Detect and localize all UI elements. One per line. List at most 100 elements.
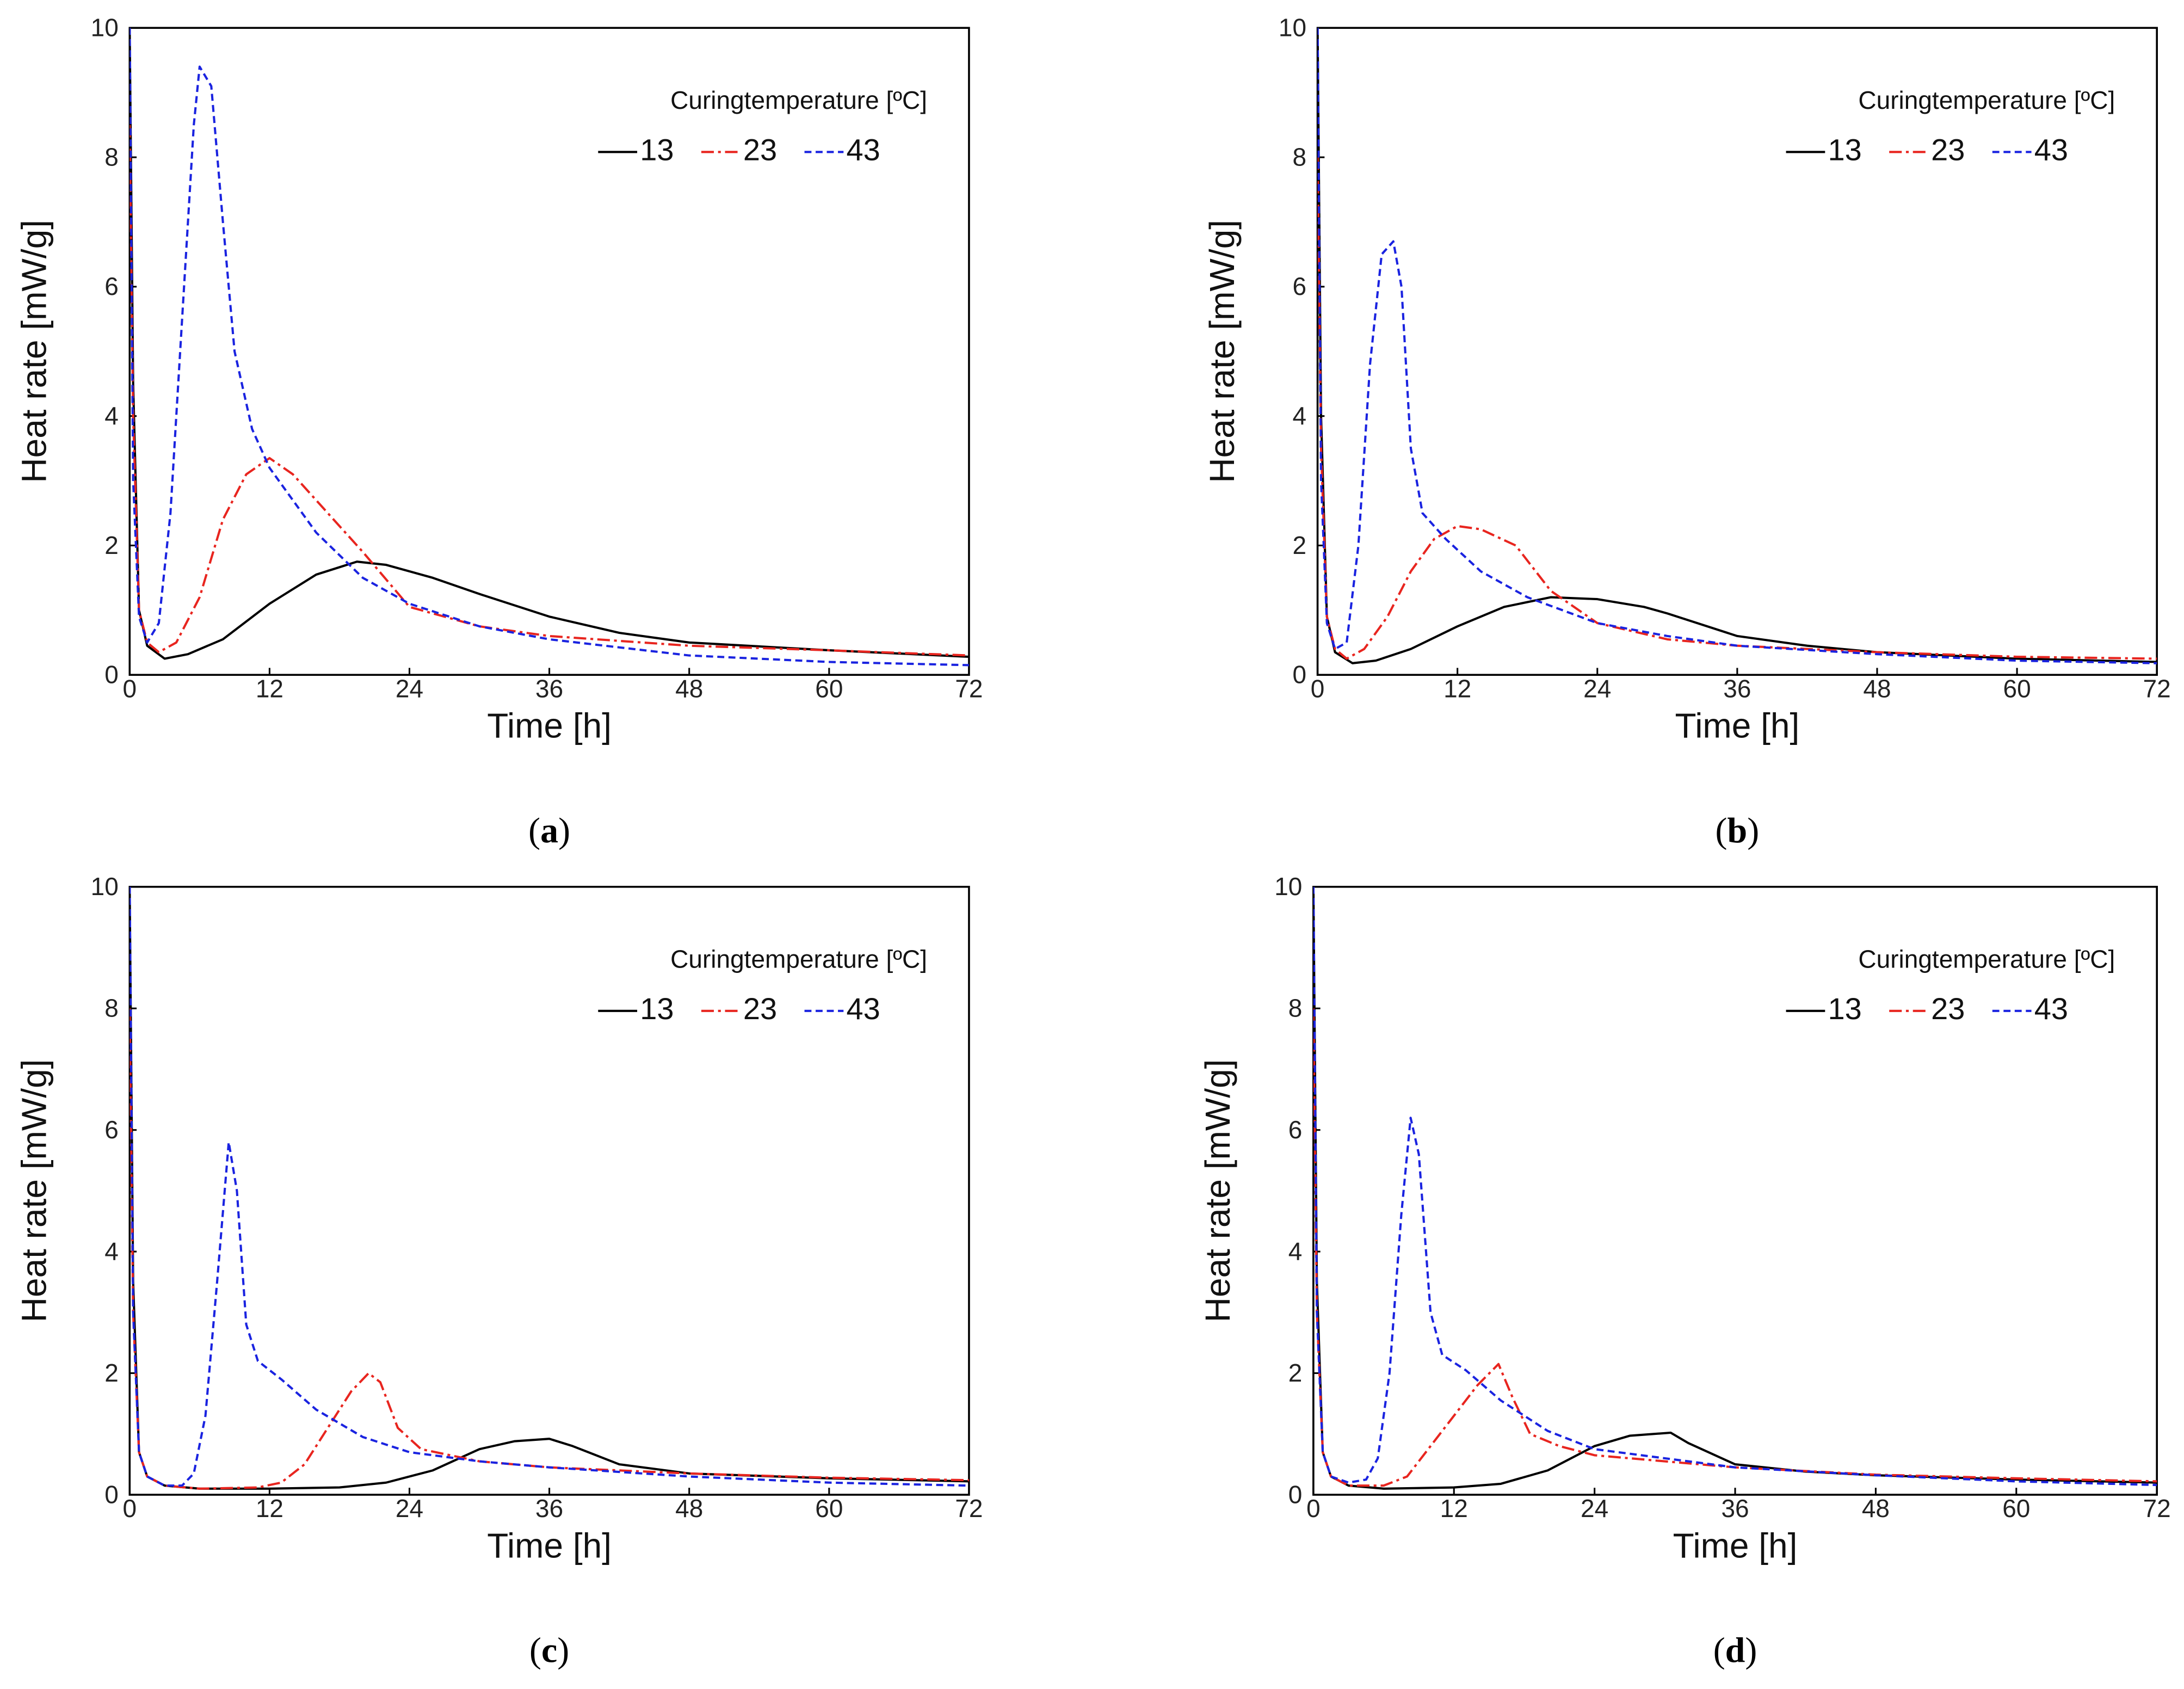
legend-label-23: 23 xyxy=(743,991,777,1026)
x-tick-label: 24 xyxy=(396,1494,423,1522)
x-tick-label: 48 xyxy=(675,1494,703,1522)
x-tick-label: 36 xyxy=(1721,1494,1749,1522)
x-tick-label: 12 xyxy=(1443,674,1471,702)
x-tick-label: 60 xyxy=(2003,674,2031,702)
x-tick-label: 36 xyxy=(535,674,563,702)
y-tick-label: 4 xyxy=(1288,1237,1303,1265)
y-tick-label: 0 xyxy=(1288,1480,1303,1508)
plot-area-frame xyxy=(128,885,970,1496)
x-tick-label: 0 xyxy=(1311,674,1325,702)
legend-title: Curingtemperature [ºC] xyxy=(1858,86,2115,114)
legend-title: Curingtemperature [ºC] xyxy=(1858,945,2115,973)
y-tick-label: 4 xyxy=(1292,402,1306,430)
series-line-23 xyxy=(129,1008,969,1490)
panel-caption: (a) xyxy=(528,811,570,850)
x-tick-label: 72 xyxy=(2143,674,2171,702)
y-tick-label: 0 xyxy=(1292,661,1306,689)
x-tick-label: 72 xyxy=(955,1494,983,1522)
legend-label-23: 23 xyxy=(1931,991,1965,1026)
y-tick-label: 6 xyxy=(1292,272,1306,300)
legend-label-43: 43 xyxy=(2034,991,2068,1026)
x-tick-label: 60 xyxy=(815,674,843,702)
x-tick-label: 48 xyxy=(675,674,703,702)
y-tick-label: 6 xyxy=(1288,1115,1303,1144)
legend-label-13: 13 xyxy=(1828,133,1861,167)
y-tick-label: 2 xyxy=(104,1359,119,1387)
x-tick-label: 60 xyxy=(2002,1494,2030,1522)
legend-label-43: 43 xyxy=(846,133,880,167)
y-tick-label: 2 xyxy=(1288,1359,1303,1387)
y-tick-label: 2 xyxy=(1292,531,1306,559)
y-axis-label: Heat rate [mW/g] xyxy=(15,1059,54,1323)
series-line-13 xyxy=(1313,886,2157,1490)
x-tick-label: 36 xyxy=(535,1494,563,1522)
plot-area-frame xyxy=(1312,885,2158,1496)
x-axis-label: Time [h] xyxy=(487,1526,612,1565)
x-axis-label: Time [h] xyxy=(1675,706,1799,745)
legend-label-13: 13 xyxy=(640,991,674,1026)
y-tick-label: 2 xyxy=(104,531,119,559)
x-tick-label: 24 xyxy=(1583,674,1611,702)
y-tick-label: 8 xyxy=(104,143,119,171)
y-axis-label: Heat rate [mW/g] xyxy=(15,220,54,483)
x-tick-label: 48 xyxy=(1862,1494,1890,1522)
y-tick-label: 6 xyxy=(104,272,119,300)
y-tick-label: 10 xyxy=(91,14,119,42)
panel-caption: (d) xyxy=(1713,1631,1757,1670)
legend-title: Curingtemperature [ºC] xyxy=(670,945,927,973)
x-tick-label: 72 xyxy=(2143,1494,2171,1522)
x-tick-label: 0 xyxy=(123,674,137,702)
y-tick-label: 4 xyxy=(104,402,119,430)
series-line-23 xyxy=(1317,157,2157,660)
y-tick-label: 0 xyxy=(104,1480,119,1508)
x-tick-label: 0 xyxy=(123,1494,137,1522)
legend-title: Curingtemperature [ºC] xyxy=(670,86,927,114)
x-tick-label: 12 xyxy=(256,1494,283,1522)
y-tick-label: 10 xyxy=(1279,14,1306,42)
x-tick-label: 24 xyxy=(396,674,423,702)
series-line-43 xyxy=(129,886,969,1487)
series-line-13 xyxy=(129,28,969,660)
x-axis-label: Time [h] xyxy=(1673,1526,1798,1565)
legend-label-13: 13 xyxy=(640,133,674,167)
legend-label-43: 43 xyxy=(846,991,880,1026)
y-tick-label: 8 xyxy=(1288,994,1303,1022)
legend-label-43: 43 xyxy=(2034,133,2068,167)
y-tick-label: 0 xyxy=(104,661,119,689)
x-tick-label: 36 xyxy=(1723,674,1751,702)
x-tick-label: 12 xyxy=(1440,1494,1468,1522)
series-line-13 xyxy=(129,886,969,1490)
x-tick-label: 0 xyxy=(1306,1494,1321,1522)
series-line-23 xyxy=(129,125,969,657)
x-tick-label: 24 xyxy=(1581,1494,1608,1522)
y-tick-label: 10 xyxy=(1274,872,1302,901)
series-line-23 xyxy=(1313,1008,2157,1487)
series-line-13 xyxy=(1317,28,2157,664)
series-line-43 xyxy=(129,28,969,667)
plot-area-frame xyxy=(128,27,970,676)
y-tick-label: 8 xyxy=(104,994,119,1022)
series-line-43 xyxy=(1317,28,2157,664)
x-axis-label: Time [h] xyxy=(487,706,612,745)
x-tick-label: 72 xyxy=(955,674,983,702)
x-tick-label: 48 xyxy=(1863,674,1891,702)
legend-label-23: 23 xyxy=(1931,133,1965,167)
x-tick-label: 60 xyxy=(815,1494,843,1522)
legend-label-13: 13 xyxy=(1828,991,1861,1026)
y-tick-label: 4 xyxy=(104,1237,119,1265)
series-line-43 xyxy=(1313,886,2157,1487)
y-axis-label: Heat rate [mW/g] xyxy=(1198,1059,1237,1323)
panel-caption: (b) xyxy=(1716,811,1760,850)
x-tick-label: 12 xyxy=(256,674,283,702)
legend-label-23: 23 xyxy=(743,133,777,167)
plot-area-frame xyxy=(1316,27,2158,676)
y-tick-label: 8 xyxy=(1292,143,1306,171)
y-axis-label: Heat rate [mW/g] xyxy=(1202,220,1242,483)
y-tick-label: 10 xyxy=(91,872,119,901)
panel-caption: (c) xyxy=(529,1631,569,1670)
